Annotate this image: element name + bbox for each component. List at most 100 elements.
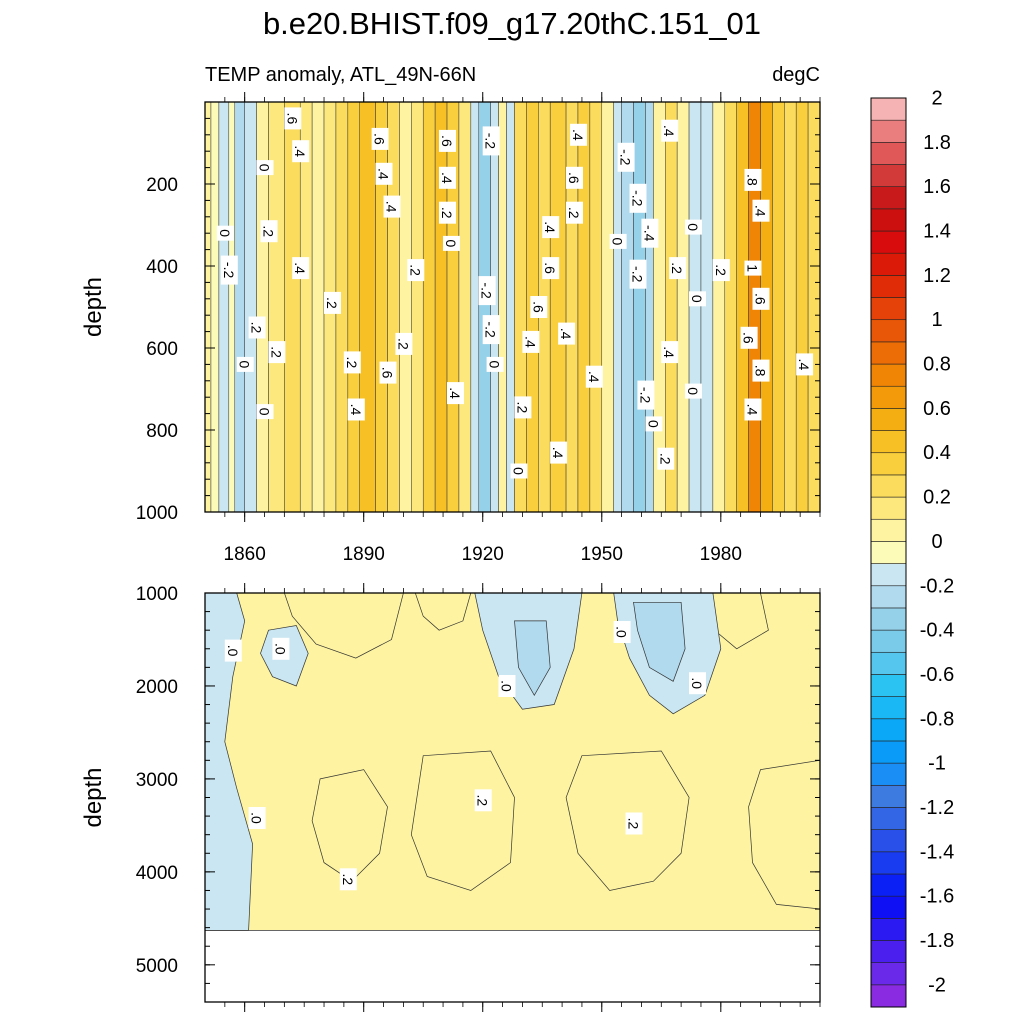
contour-label: .2 <box>260 220 278 243</box>
contour-label-text: .4 <box>558 328 574 340</box>
plot-frame <box>204 101 821 513</box>
heatmap-cell <box>299 101 313 513</box>
contour-label-box <box>474 789 492 812</box>
contour-label: .2 <box>268 341 286 364</box>
heatmap-cell <box>458 101 472 513</box>
heatmap-cell <box>676 101 690 513</box>
contour-label-text: .0 <box>614 626 630 638</box>
contour-label-box <box>752 287 770 310</box>
contour-label-box <box>740 326 758 349</box>
contour-label-text: .2 <box>395 338 411 350</box>
colorbar-label: -0.4 <box>920 620 954 642</box>
contour-label-text: .2 <box>657 453 673 465</box>
heatmap-cell <box>724 101 737 513</box>
contour-label-text: -.2 <box>630 266 646 283</box>
colorbar-swatch <box>870 142 907 165</box>
contour-label-box <box>383 195 401 218</box>
contour-label-box <box>689 291 706 307</box>
contour-label: .0 <box>224 639 242 662</box>
y-tick-label: 200 <box>146 175 178 196</box>
contour-label: .2 <box>248 316 266 339</box>
contour-label: .2 <box>625 812 643 835</box>
contour-label-box <box>272 637 290 660</box>
heatmap-cell <box>688 101 702 513</box>
colorbar-label: 0.6 <box>923 398 951 420</box>
contour-label-text: .2 <box>344 357 360 369</box>
heatmap-cell <box>565 101 579 513</box>
contour-label-text: .4 <box>796 359 812 371</box>
heatmap-cell <box>284 101 301 513</box>
colorbar-label: -1.6 <box>920 886 954 908</box>
contour-label: .4 <box>292 257 310 280</box>
colorbar-swatch <box>870 230 907 254</box>
panel-subtitle-right: degC <box>772 64 820 86</box>
contour-label-box <box>248 807 266 829</box>
contour-label-box <box>522 330 540 353</box>
contour-label-box <box>585 365 603 388</box>
colorbar-label: -0.6 <box>920 664 954 686</box>
colorbar-swatch <box>870 385 907 409</box>
contour-label-box <box>657 447 675 470</box>
contour-label-box <box>744 398 762 421</box>
contour-label: 0 <box>216 225 234 241</box>
contour-label-box <box>292 257 310 280</box>
contour-label-box <box>752 359 770 382</box>
contour-label: 0 <box>685 383 702 399</box>
contour-label-box <box>224 639 242 662</box>
colorbar-label: -2 <box>928 974 946 996</box>
contour-label-text: .0 <box>499 680 515 692</box>
colorbar-swatch <box>870 962 907 986</box>
contour-label-text: -.2 <box>630 190 646 207</box>
contour-region <box>311 769 388 882</box>
panel-subtitle-left: TEMP anomaly, ATL_49N-66N <box>205 64 476 86</box>
colorbar-swatch <box>870 940 907 963</box>
contour-label: .4 <box>585 365 603 388</box>
contour-label: 0 <box>256 404 274 420</box>
contour-label-text: .4 <box>522 336 538 348</box>
contour-label-box <box>629 183 647 213</box>
contour-label-box <box>689 672 706 695</box>
contour-label: 0 <box>510 463 528 479</box>
contour-label-box <box>216 225 234 241</box>
contour-label: .2 <box>343 351 361 374</box>
colorbar-swatch <box>870 718 907 742</box>
contour-label: .4 <box>570 123 587 146</box>
heatmap-cell <box>645 101 654 513</box>
colorbar-swatch <box>870 873 907 897</box>
x-tick-label: 1890 <box>343 544 385 565</box>
colorbar-swatch <box>870 452 907 476</box>
contour-label: .8 <box>744 168 762 191</box>
contour-label: -.2 <box>629 183 647 213</box>
contour-label: .0 <box>498 675 516 697</box>
colorbar-swatch <box>870 674 907 697</box>
contour-label-box <box>482 315 500 345</box>
contour-label: 0 <box>645 416 663 432</box>
contour-label: .0 <box>613 621 631 643</box>
contour-label-box <box>256 404 274 420</box>
colorbar-swatch <box>870 895 907 919</box>
contour-label: 1 <box>744 260 762 276</box>
contour-label-box <box>347 398 365 421</box>
contour-label: -.2 <box>617 142 635 172</box>
colorbar-swatch <box>870 408 907 431</box>
contour-label: .6 <box>371 127 389 150</box>
contour-label-text: .4 <box>661 346 677 358</box>
contour-label: .4 <box>347 398 365 421</box>
contour-label: 0 <box>689 291 706 307</box>
contour-label: .2 <box>566 201 583 224</box>
contour-label-text: 0 <box>237 361 253 369</box>
contour-label-text: .4 <box>384 201 400 213</box>
contour-label-text: 0 <box>257 408 273 416</box>
y-axis-label: depth <box>80 767 107 827</box>
contour-label-box <box>661 119 679 142</box>
contour-label-box <box>685 383 702 399</box>
contour-label-text: .8 <box>753 365 769 377</box>
y-tick-label: 800 <box>146 421 178 442</box>
contour-label: 0 <box>236 356 254 372</box>
contour-region <box>633 601 686 682</box>
colorbar-swatch <box>870 186 907 210</box>
contour-label-text: 0 <box>511 467 527 475</box>
heatmap-cell <box>210 101 220 513</box>
contour-label-box <box>625 812 643 835</box>
